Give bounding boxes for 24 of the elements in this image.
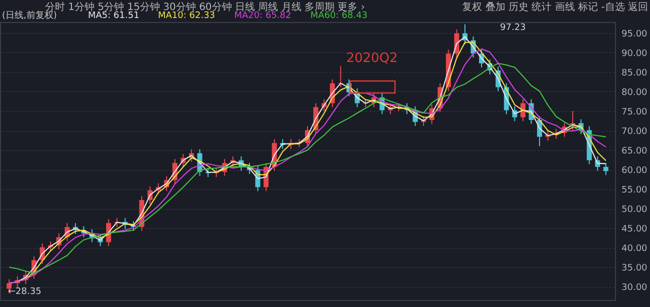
y-tick-label: 75.00 (622, 108, 648, 118)
y-tick-label: 80.00 (622, 88, 648, 98)
annotation: ←28.35 (8, 287, 42, 297)
y-tick-label: 70.00 (622, 127, 648, 138)
y-tick-label: 60.00 (622, 166, 648, 176)
text: MA5: 61.51 (88, 11, 140, 21)
y-tick-label: 55.00 (622, 186, 648, 196)
candlestick (603, 162, 608, 176)
text: MA20: 65.82 (234, 11, 292, 21)
y-tick-label: 45.00 (622, 224, 648, 235)
text: 复权 叠加 历史 统计 画线 标记 -自选 返回 (462, 1, 648, 13)
chart-title: (日线,前复权) (2, 10, 57, 21)
annotation: 2020Q2 (346, 51, 398, 66)
y-tick-label: 35.00 (622, 264, 648, 274)
text: MA10: 62.33 (158, 11, 216, 21)
y-tick-label: 50.00 (622, 205, 648, 216)
y-tick-label: 90.00 (622, 48, 648, 59)
annotation: 97.23 (500, 23, 526, 33)
y-tick-label: 85.00 (622, 68, 648, 78)
text: MA60: 68.43 (310, 11, 368, 21)
y-tick-label: 30.00 (622, 283, 648, 294)
y-tick-label: 65.00 (622, 146, 648, 157)
y-tick-label: 40.00 (622, 244, 648, 254)
y-tick-label: 95.00 (622, 29, 648, 40)
